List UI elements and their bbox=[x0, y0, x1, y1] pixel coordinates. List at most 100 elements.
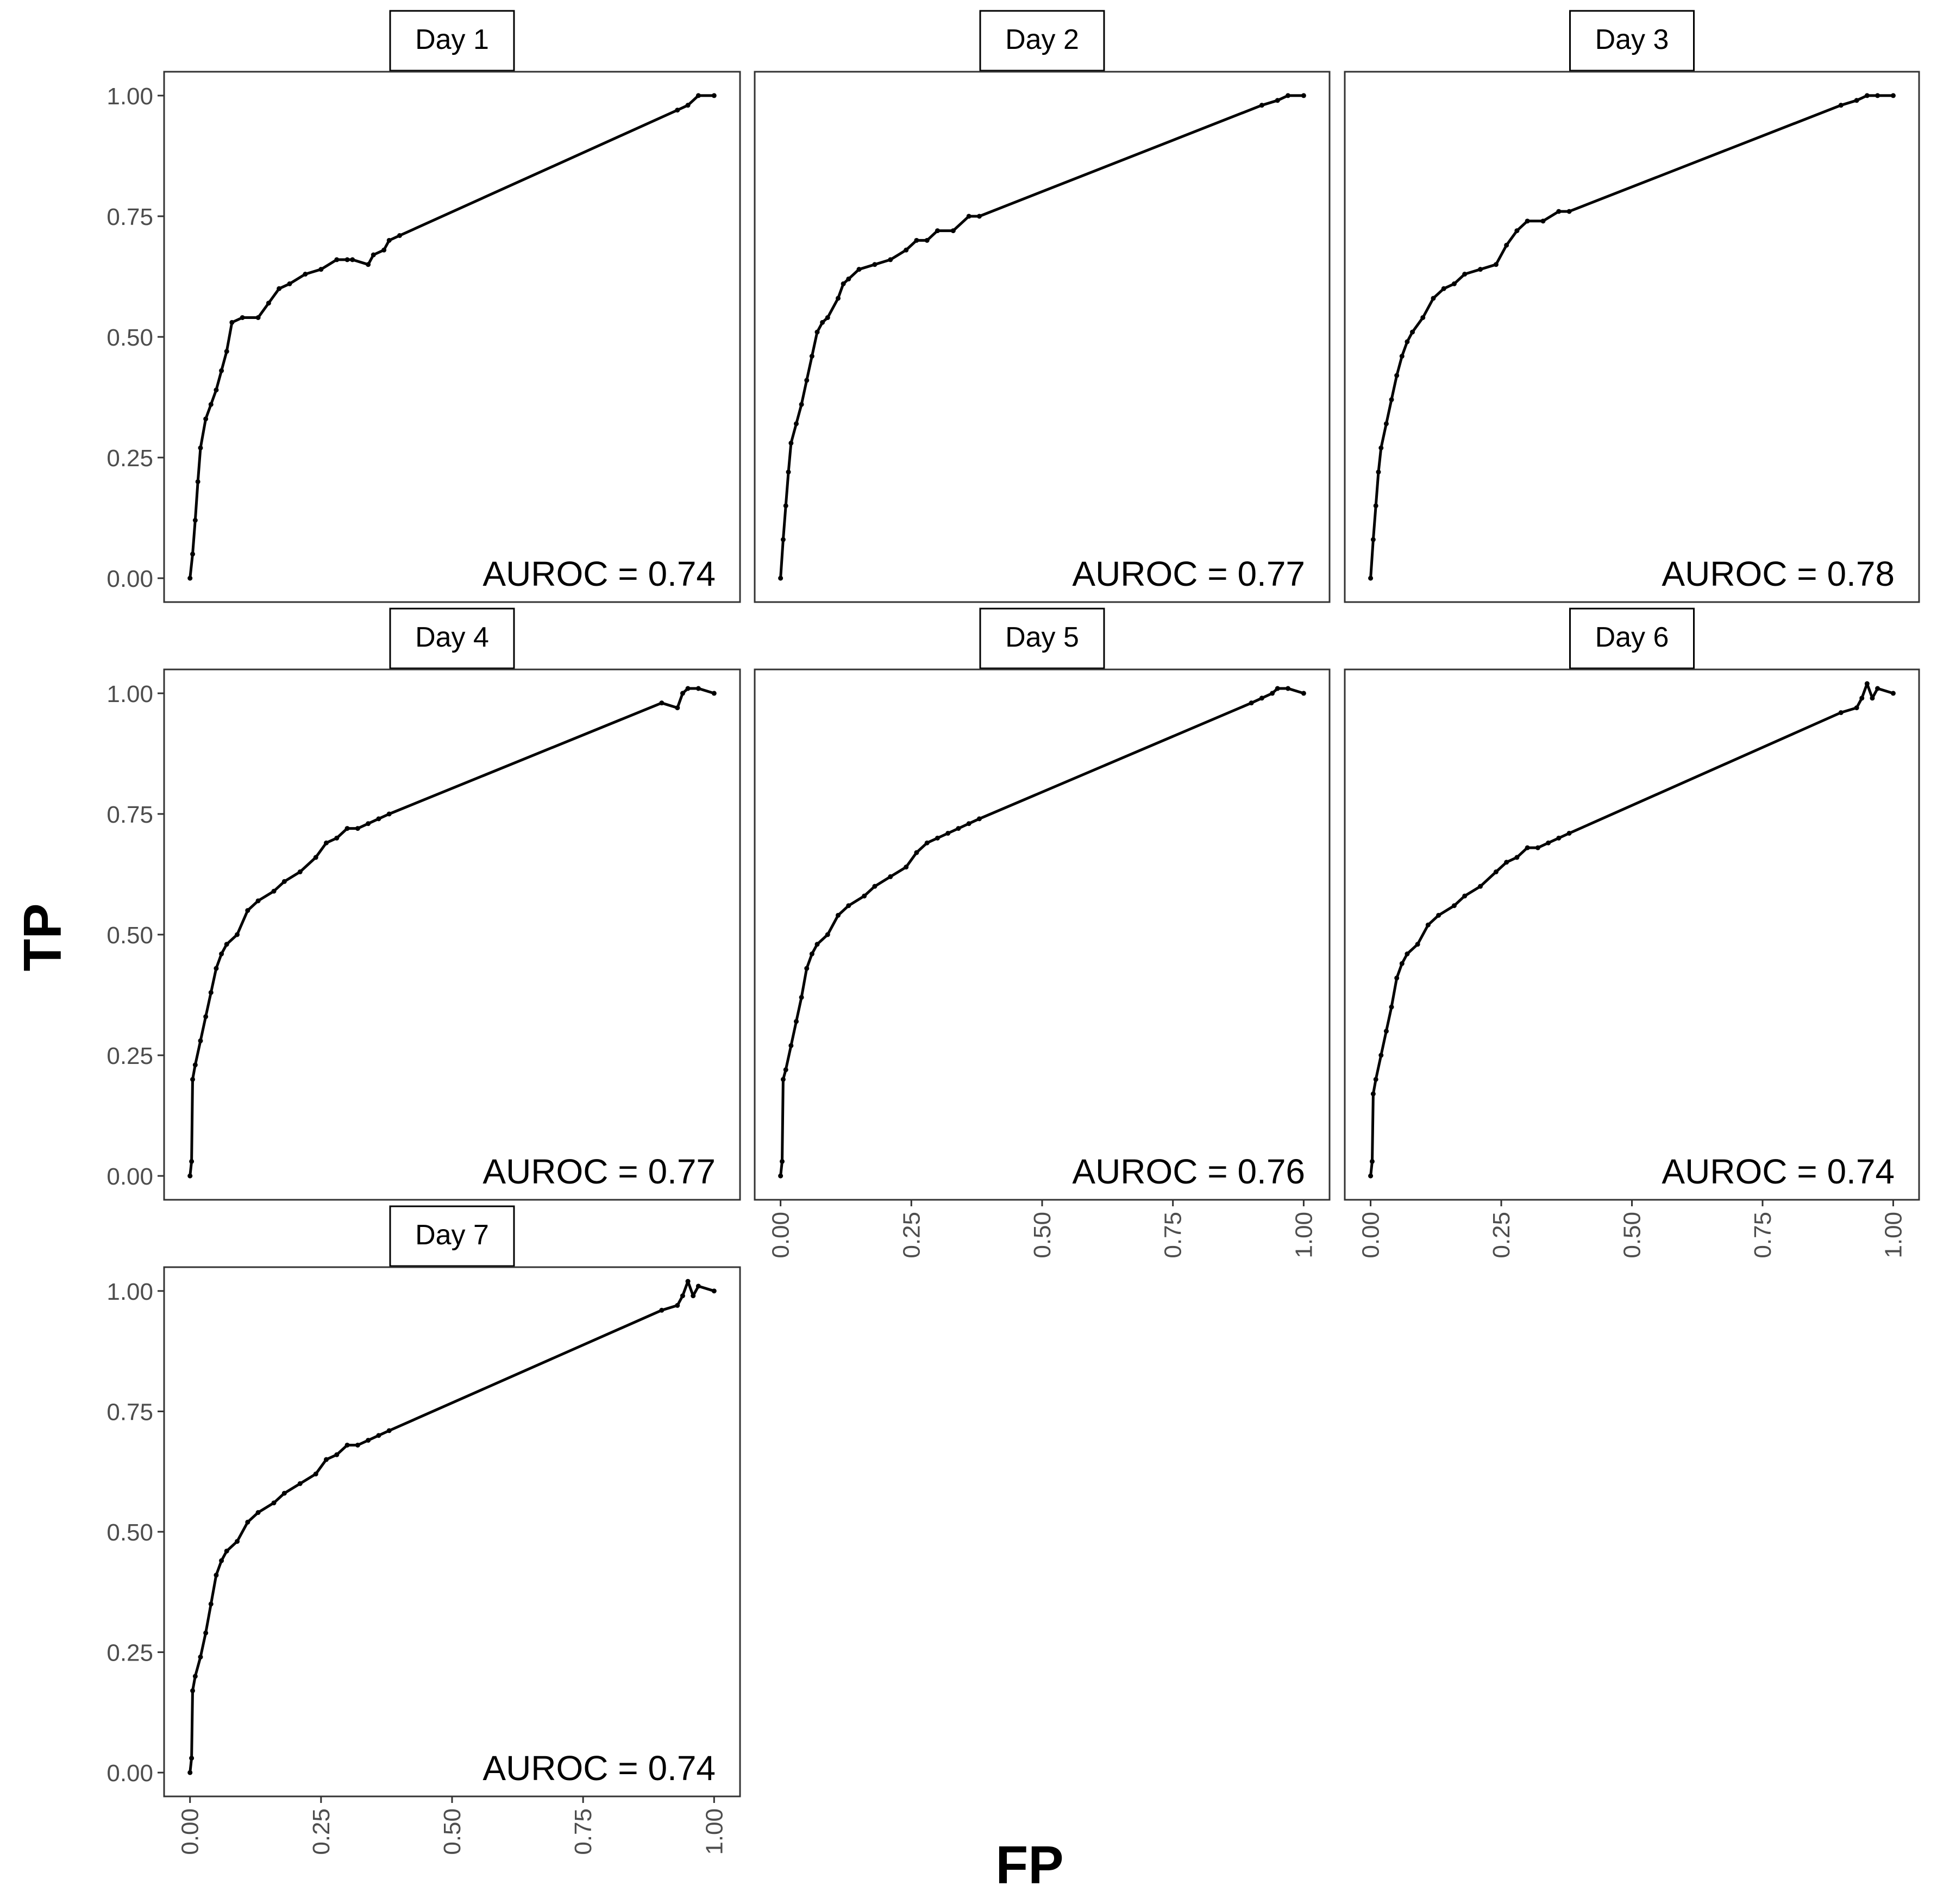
roc-point bbox=[203, 1630, 209, 1636]
roc-point bbox=[1462, 893, 1468, 899]
roc-point bbox=[793, 1019, 799, 1024]
roc-point bbox=[711, 93, 717, 98]
roc-point bbox=[1525, 845, 1530, 850]
panel-title: Day 4 bbox=[415, 622, 489, 653]
roc-point bbox=[1854, 705, 1859, 711]
roc-point bbox=[255, 315, 261, 320]
roc-point bbox=[344, 826, 350, 831]
roc-point bbox=[825, 932, 830, 937]
x-tick-label: 0.25 bbox=[308, 1808, 335, 1855]
roc-point bbox=[779, 1158, 785, 1164]
roc-point bbox=[281, 1490, 287, 1496]
roc-point bbox=[1838, 710, 1844, 715]
roc-point bbox=[386, 1428, 392, 1433]
roc-point bbox=[190, 552, 196, 557]
roc-point bbox=[303, 272, 308, 277]
roc-point bbox=[856, 267, 862, 272]
roc-point bbox=[1870, 696, 1875, 701]
roc-point bbox=[1383, 421, 1389, 427]
roc-point bbox=[271, 1500, 277, 1506]
x-tick-label: 0.00 bbox=[1358, 1212, 1384, 1258]
roc-point bbox=[846, 903, 851, 909]
roc-point bbox=[208, 402, 214, 407]
strip-box bbox=[979, 10, 1105, 72]
roc-point bbox=[966, 214, 971, 219]
y-tick-label: 0.00 bbox=[106, 566, 153, 592]
roc-point bbox=[935, 228, 940, 234]
roc-point bbox=[1394, 373, 1400, 378]
auroc-label: AUROC = 0.77 bbox=[482, 1152, 716, 1191]
x-tick-label: 1.00 bbox=[1880, 1212, 1907, 1258]
panel-title: Day 1 bbox=[415, 24, 489, 55]
roc-point bbox=[1566, 830, 1572, 836]
roc-point bbox=[1249, 700, 1254, 706]
panel-frame bbox=[1344, 668, 1920, 1201]
roc-point bbox=[680, 691, 685, 696]
roc-point bbox=[219, 1558, 224, 1563]
roc-point bbox=[814, 942, 820, 947]
roc-point bbox=[1389, 1004, 1394, 1010]
roc-point bbox=[281, 879, 287, 884]
roc-point bbox=[685, 686, 691, 691]
roc-point bbox=[187, 575, 193, 581]
panel-day-7: Day 7 0.00 0.25 0.50 0.75 1.00 0.00 0.25 0.50 0.7… bbox=[106, 1205, 741, 1855]
roc-point bbox=[219, 368, 224, 373]
y-tick-label: 0.00 bbox=[106, 1163, 153, 1190]
roc-point bbox=[235, 932, 240, 937]
roc-point bbox=[685, 1279, 691, 1284]
panel-day-6: Day 6 0.00 0.25 0.50 0.75 1.00 AUROC = 0.74 bbox=[1344, 607, 1920, 1258]
x-axis-title: FP bbox=[995, 1835, 1063, 1895]
panel-title: Day 7 bbox=[415, 1219, 489, 1251]
roc-point bbox=[945, 830, 951, 836]
x-tick-label: 0.75 bbox=[570, 1808, 597, 1855]
roc-point bbox=[680, 1293, 685, 1299]
roc-point bbox=[1425, 922, 1431, 928]
roc-point bbox=[255, 1510, 261, 1515]
roc-point bbox=[297, 1481, 303, 1486]
x-tick-label: 0.75 bbox=[1750, 1212, 1776, 1258]
roc-point bbox=[192, 1062, 198, 1068]
roc-point bbox=[1373, 1076, 1378, 1082]
strip-box bbox=[1569, 607, 1695, 669]
x-tick-label: 0.00 bbox=[177, 1808, 204, 1855]
roc-point bbox=[846, 276, 851, 281]
x-tick-label: 0.75 bbox=[1160, 1212, 1187, 1258]
roc-point bbox=[1875, 686, 1880, 691]
roc-point bbox=[1864, 681, 1870, 686]
roc-point bbox=[1546, 840, 1551, 845]
roc-point bbox=[1368, 575, 1374, 581]
roc-point bbox=[371, 252, 376, 258]
strip-box bbox=[389, 607, 515, 669]
roc-curve bbox=[189, 687, 715, 1176]
y-tick-label: 0.25 bbox=[106, 1640, 153, 1667]
roc-point bbox=[240, 315, 245, 320]
roc-point bbox=[1451, 903, 1457, 909]
roc-point bbox=[862, 893, 867, 899]
roc-point bbox=[904, 247, 909, 253]
x-tick-label: 0.50 bbox=[1029, 1212, 1056, 1258]
roc-point bbox=[799, 994, 804, 1000]
roc-point bbox=[190, 1688, 196, 1693]
y-tick-label: 1.00 bbox=[106, 83, 153, 110]
roc-point bbox=[1890, 93, 1896, 98]
roc-point bbox=[297, 869, 303, 875]
roc-point bbox=[1525, 218, 1530, 224]
roc-point bbox=[1301, 93, 1306, 98]
roc-curve bbox=[1369, 682, 1894, 1176]
roc-point bbox=[386, 811, 392, 817]
roc-point bbox=[1405, 339, 1410, 345]
y-tick-label: 0.50 bbox=[106, 922, 153, 949]
roc-point bbox=[914, 237, 919, 243]
roc-point bbox=[786, 469, 791, 475]
x-tick-label: 0.25 bbox=[1488, 1212, 1515, 1258]
roc-point bbox=[203, 416, 209, 422]
roc-point bbox=[224, 942, 229, 947]
roc-point bbox=[956, 826, 961, 831]
roc-point bbox=[711, 691, 717, 696]
roc-point bbox=[386, 237, 392, 243]
strip-box bbox=[389, 10, 515, 72]
x-tick-label: 0.00 bbox=[768, 1212, 794, 1258]
y-tick-label: 0.25 bbox=[106, 1043, 153, 1069]
roc-point bbox=[224, 1548, 229, 1554]
roc-point bbox=[266, 300, 271, 306]
